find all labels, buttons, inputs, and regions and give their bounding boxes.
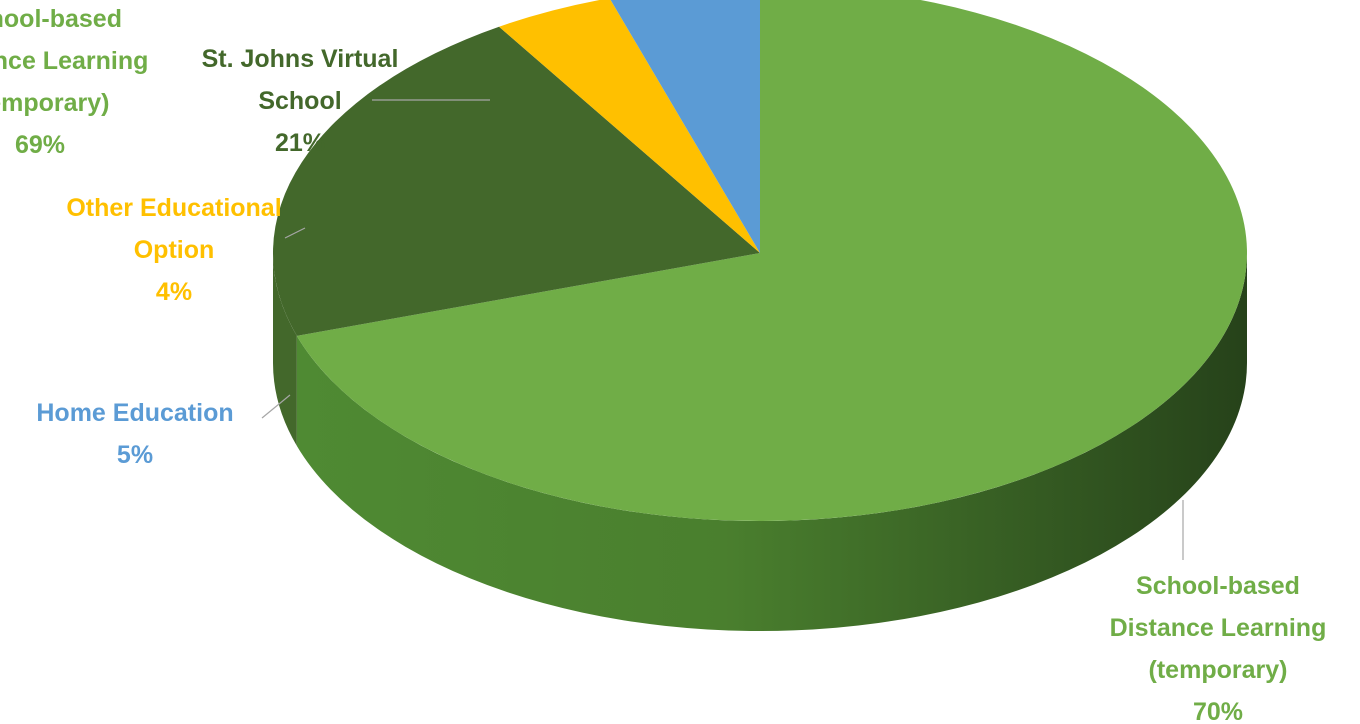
- pie-slices: [273, 0, 1247, 521]
- pie-slice-home-education: [610, 0, 760, 253]
- pie-slice-st-johns-virtual-school: [273, 26, 760, 336]
- data-label-home-education: Home Education 5%: [36, 399, 233, 469]
- data-label-other-educational-option-category-text: Option: [134, 236, 215, 264]
- leader-line-other-educational-option: [284, 227, 306, 239]
- pie-slice-school-based-distance-learning-temporary: [296, 0, 1247, 521]
- data-label-cropped-1-category-text: (temporary): [0, 89, 109, 117]
- data-label-school-based-distance-learning-temporary-value-text: 70%: [1193, 698, 1243, 724]
- data-label-st-johns-virtual-school-category-text: School: [258, 87, 341, 115]
- data-label-school-based-distance-learning-temporary-category-text: School-based: [1136, 572, 1300, 600]
- data-label-home-education-value-text: 5%: [117, 441, 153, 469]
- leader-lines: [261, 99, 1184, 560]
- data-label-cropped-1: School-based Distance Learning (temporary)…: [0, 5, 148, 159]
- data-label-st-johns-virtual-school: St. Johns Virtual School 21%: [202, 45, 399, 157]
- leader-line-home-education: [261, 394, 291, 419]
- data-label-other-educational-option: Other Educational Option 4%: [66, 194, 281, 306]
- pie-side-st-johns-virtual-school: [273, 253, 297, 446]
- pie-side-walls: [273, 253, 1248, 631]
- data-label-school-based-distance-learning-temporary-category-text: (temporary): [1149, 656, 1288, 684]
- data-label-other-educational-option-category-text: Other Educational: [66, 194, 281, 222]
- data-label-home-education-category-text: Home Education: [36, 399, 233, 427]
- data-label-school-based-distance-learning-temporary: School-based Distance Learning (temporary)…: [1110, 572, 1327, 724]
- data-labels: School-based Distance Learning (temporary)…: [0, 5, 1326, 724]
- data-label-other-educational-option-value-text: 4%: [156, 278, 192, 306]
- data-label-cropped-1-category-text: School-based: [0, 5, 122, 33]
- data-label-school-based-distance-learning-temporary-category-text: Distance Learning: [1110, 614, 1327, 642]
- data-label-cropped-1-value-text: 69%: [15, 131, 65, 159]
- pie-slice-other-educational-option: [499, 0, 760, 253]
- pie-side-school-based-distance-learning-temporary: [296, 253, 1248, 631]
- data-label-st-johns-virtual-school-category-text: St. Johns Virtual: [202, 45, 399, 73]
- data-label-cropped-1-category-text: Distance Learning: [0, 47, 148, 75]
- data-label-st-johns-virtual-school-value-text: 21%: [275, 129, 325, 157]
